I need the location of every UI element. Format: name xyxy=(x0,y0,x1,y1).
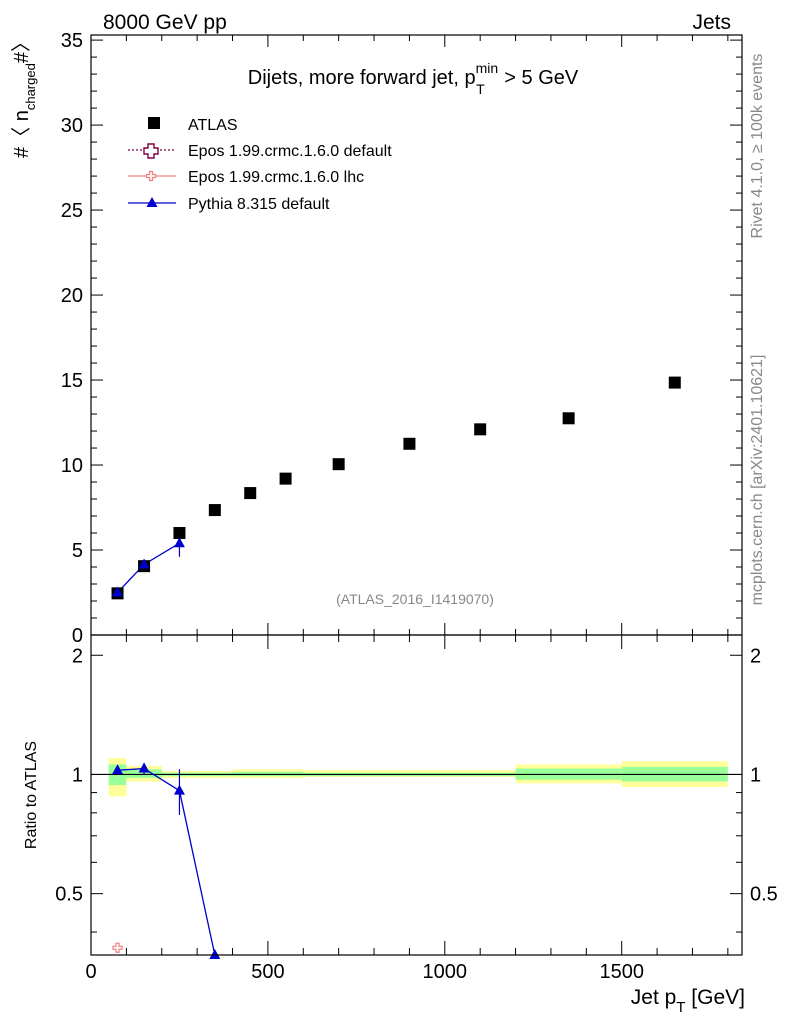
ratio-bands xyxy=(108,758,728,797)
main-ytick-label: 15 xyxy=(61,370,83,392)
ratio-ytick-label: 1 xyxy=(72,764,83,786)
ratio-pythia-point xyxy=(209,949,221,959)
ratio-ytick-label-right: 1 xyxy=(750,764,761,786)
rivet-text: Rivet 4.1.0, ≥ 100k events xyxy=(749,54,766,239)
legend-label-epos-lhc: Epos 1.99.crmc.1.6.0 lhc xyxy=(188,169,364,186)
main-data xyxy=(111,376,681,600)
atlas-point xyxy=(668,376,681,389)
pythia-point xyxy=(112,586,124,597)
atlas-point xyxy=(279,472,292,485)
analysis-watermark: (ATLAS_2016_I1419070) xyxy=(336,591,494,607)
ratio-ytick-label: 0.5 xyxy=(55,884,83,906)
legend-marker-epos-lhc xyxy=(145,170,157,182)
pythia-point xyxy=(138,558,150,569)
ratio-frame xyxy=(90,634,743,956)
ratio-ticks xyxy=(90,635,742,955)
ratio-ylabel: Ratio to ATLAS xyxy=(23,741,40,849)
xtick-label: 1500 xyxy=(599,961,644,983)
ratio-data xyxy=(112,762,221,959)
main-ytick-label: 10 xyxy=(61,455,83,477)
header-left: 8000 GeV pp xyxy=(103,11,227,34)
legend-marker-atlas xyxy=(148,117,160,129)
xtick-labels: 0 500 1000 1500 xyxy=(85,961,644,983)
mcplots-text: mcplots.cern.ch [arXiv:2401.10621] xyxy=(749,355,766,606)
legend-marker-epos-default xyxy=(143,143,159,159)
ratio-epos-lhc-point xyxy=(112,942,123,953)
legend-label-atlas: ATLAS xyxy=(188,117,238,134)
atlas-point xyxy=(562,412,575,425)
ratio-ytick-label-right: 2 xyxy=(750,645,761,667)
ratio-ytick-label-right: 0.5 xyxy=(750,884,778,906)
ylabel-post: #〉 xyxy=(11,32,33,63)
main-ytick-label: 0 xyxy=(72,625,83,647)
xlabel: Jet pT [GeV] xyxy=(631,986,745,1016)
xtick-label: 1000 xyxy=(423,961,468,983)
ylabel-sub: charged xyxy=(23,63,38,110)
pythia-point xyxy=(173,537,185,548)
xlabel-post: [GeV] xyxy=(685,986,745,1009)
ylabel-pre: #〈 n xyxy=(11,110,33,158)
atlas-point xyxy=(332,458,345,471)
ratio-panel: 0.512 0.512 0 500 1000 1500 Ratio to ATLAS … xyxy=(23,634,778,1016)
ratio-ytick-label: 2 xyxy=(72,645,83,667)
main-ytick-label: 25 xyxy=(61,200,83,222)
main-ytick-label: 5 xyxy=(72,540,83,562)
ratio-ytick-labels-right: 0.5 1 2 xyxy=(750,645,778,905)
header-right: Jets xyxy=(692,11,731,34)
legend-marker-pythia xyxy=(146,197,158,207)
atlas-point xyxy=(208,504,221,517)
title-tail: > 5 GeV xyxy=(499,67,579,89)
legend-label-pythia: Pythia 8.315 default xyxy=(188,196,330,213)
xlabel-pre: Jet p xyxy=(631,986,677,1009)
ratio-pythia-line xyxy=(117,767,216,956)
xtick-label: 0 xyxy=(85,961,96,983)
xtick-label: 500 xyxy=(251,961,284,983)
xlabel-sub: T xyxy=(676,999,685,1016)
legend: ATLAS Epos 1.99.crmc.1.6.0 default Epos … xyxy=(128,117,392,213)
atlas-point xyxy=(244,487,257,500)
title-sup: min xyxy=(476,60,499,76)
main-ylabel: #〈 ncharged#〉 xyxy=(11,32,38,158)
main-ytick-label: 30 xyxy=(61,115,83,137)
main-panel: 0 5 10 15 20 25 30 35 Dijets, more forward jet,… xyxy=(11,30,743,647)
ratio-ytick-labels: 0.5 1 2 xyxy=(55,645,83,905)
main-title: Dijets, more forward jet, pmin T > 5 GeV xyxy=(248,60,579,97)
main-ticks xyxy=(90,35,742,636)
title-main: Dijets, more forward jet, p xyxy=(248,67,476,89)
main-ytick-label: 35 xyxy=(61,30,83,52)
ratio-pythia-point xyxy=(138,762,150,773)
ratio-pythia-point xyxy=(173,784,185,795)
atlas-point xyxy=(403,437,416,450)
ratio-pythia-point xyxy=(112,764,124,775)
title-sub: T xyxy=(476,81,485,97)
legend-label-epos-default: Epos 1.99.crmc.1.6.0 default xyxy=(188,143,392,160)
main-ytick-label: 20 xyxy=(61,285,83,307)
atlas-point xyxy=(173,527,186,540)
main-ytick-labels: 0 5 10 15 20 25 30 35 xyxy=(61,30,83,647)
atlas-point xyxy=(474,423,487,436)
